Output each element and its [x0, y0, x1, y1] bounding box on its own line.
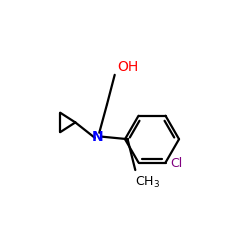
Text: Cl: Cl: [170, 157, 182, 170]
Text: N: N: [92, 130, 104, 143]
Text: OH: OH: [117, 60, 138, 74]
Text: CH$_3$: CH$_3$: [135, 175, 160, 190]
